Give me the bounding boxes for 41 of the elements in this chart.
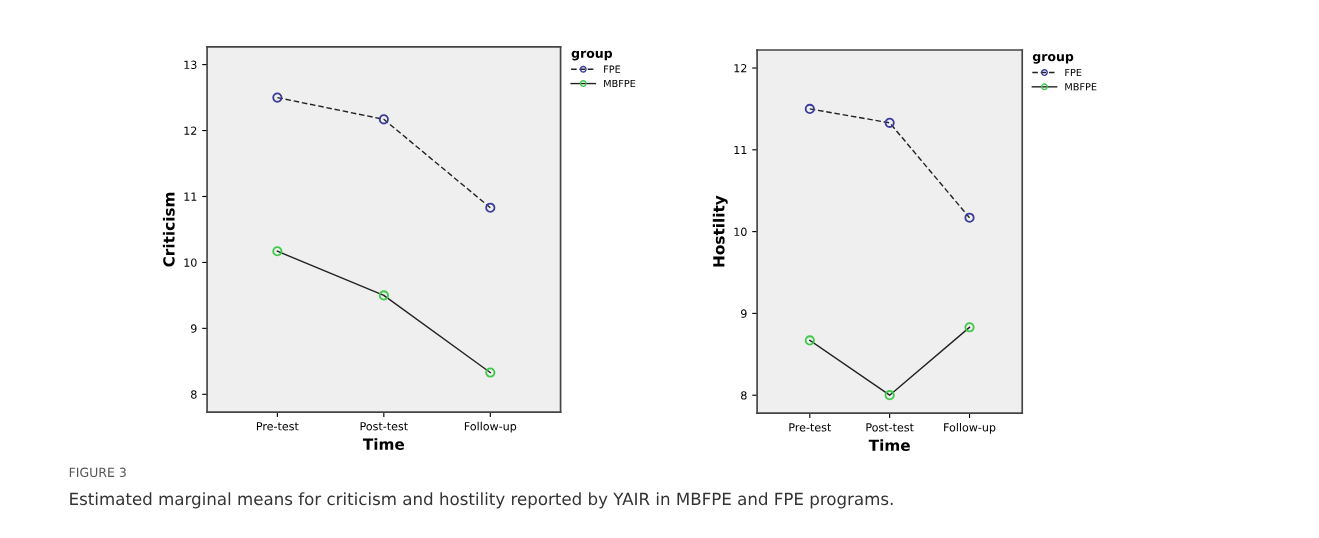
y-tick-label: 12 bbox=[184, 126, 197, 135]
y-tick-label: 10 bbox=[184, 258, 197, 267]
y-tick-label: 12 bbox=[734, 64, 747, 73]
point bbox=[272, 92, 283, 103]
y-tick-label: 9 bbox=[741, 309, 747, 318]
y-tick-label: 8 bbox=[741, 391, 747, 400]
point bbox=[804, 335, 815, 346]
legend-label: FPE bbox=[604, 65, 621, 73]
y-tick-label: 9 bbox=[190, 324, 197, 333]
x-axis-title: Time bbox=[868, 439, 910, 452]
legend-title: group bbox=[1032, 54, 1074, 64]
x-tick-label: Follow-up bbox=[944, 422, 996, 434]
x-tick-label: Pre-test bbox=[256, 422, 299, 431]
point bbox=[964, 322, 975, 333]
point bbox=[804, 103, 815, 114]
legend-label: MBFPE bbox=[1065, 83, 1097, 91]
point bbox=[964, 212, 975, 223]
legend-label: MBFPE bbox=[604, 79, 636, 87]
point bbox=[272, 246, 283, 257]
point bbox=[378, 290, 389, 301]
x-tick-label: Post-test bbox=[866, 423, 914, 432]
x-tick-label: Pre-test bbox=[789, 423, 832, 432]
legend-label: FPE bbox=[1065, 68, 1082, 76]
text: Estimated marginal means for criticism and hostility reported by YAIR in MBFPE and FPE programs. bbox=[70, 492, 893, 509]
y-axis-title: Criticism bbox=[162, 192, 175, 267]
point bbox=[884, 390, 895, 401]
point bbox=[884, 117, 895, 128]
y-axis-title: Hostility bbox=[712, 195, 728, 267]
x-axis-title: Time bbox=[362, 438, 405, 450]
y-tick-label: 8 bbox=[191, 390, 197, 399]
y-tick-label: 13 bbox=[184, 60, 197, 69]
x-tick-label: Follow-up bbox=[464, 421, 517, 433]
point bbox=[485, 202, 496, 213]
point bbox=[378, 114, 389, 125]
x-tick-label: Post-test bbox=[360, 422, 408, 431]
y-tick-label: 10 bbox=[734, 227, 747, 236]
point bbox=[485, 367, 496, 378]
caption: FIGURE 3 bbox=[69, 467, 126, 478]
legend-title: group bbox=[571, 50, 613, 61]
y-tick-label: 11 bbox=[734, 145, 747, 155]
y-tick-label: 11 bbox=[184, 192, 197, 201]
